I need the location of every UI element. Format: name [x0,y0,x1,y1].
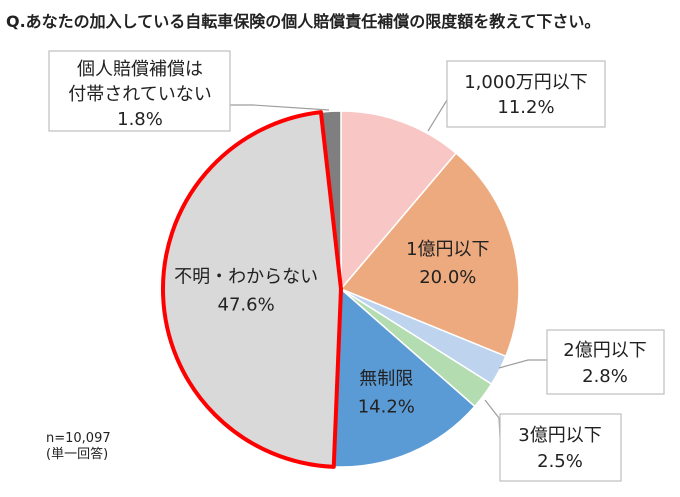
slice-value-label: 20.0% [419,267,476,288]
slice-value-label: 47.6% [218,294,275,315]
callout-box [48,50,231,132]
pie-slice-0 [340,110,458,292]
pie-slice-4 [332,287,476,468]
callout-value-label: 2.8% [582,366,628,387]
callout-box [446,60,606,128]
slice-label: 不明・わからない [174,266,318,287]
callout-label: 2億円以下 [563,340,646,361]
chart-title: Q.あなたの加入している自転車保険の個人賠償責任補償の限度額を教えて下さい。 [6,12,600,31]
callout-value-label: 1.8% [117,109,163,130]
inner-labels: 1億円以下 20.0% 無制限 14.2% 不明・わからない 47.6% [174,239,489,418]
leader-lines [230,99,547,438]
pie-slice-5 [162,111,342,468]
pie-slice-1 [339,152,520,358]
leader-line [484,399,501,438]
slice-label: 1億円以下 [406,239,489,260]
leader-line [230,104,330,111]
answer-type-note: (単一回答) [46,446,108,462]
slice-label: 無制限 [359,369,413,390]
slice-value-label: 14.2% [358,397,415,418]
callout-value-label: 2.5% [537,451,583,472]
callout-label: 個人賠償補償は [77,59,203,80]
callout-box [499,413,622,482]
leader-line [427,99,448,132]
callout-label: 付帯されていない [68,84,211,105]
highlight-outline [161,110,343,469]
leader-line [498,359,547,369]
callout-box [546,329,665,395]
callout-label: 1,000万円以下 [464,72,588,93]
callouts: 1,000万円以下 11.2% 2億円以下 2.8% 3億円以下 2.5% 個人賠償補償は付… [48,50,665,482]
sample-size-note: n=10,097 [46,431,111,446]
callout-label: 3億円以下 [518,425,601,446]
highlight-slice-outline [161,110,343,469]
callout-value-label: 11.2% [497,97,554,118]
